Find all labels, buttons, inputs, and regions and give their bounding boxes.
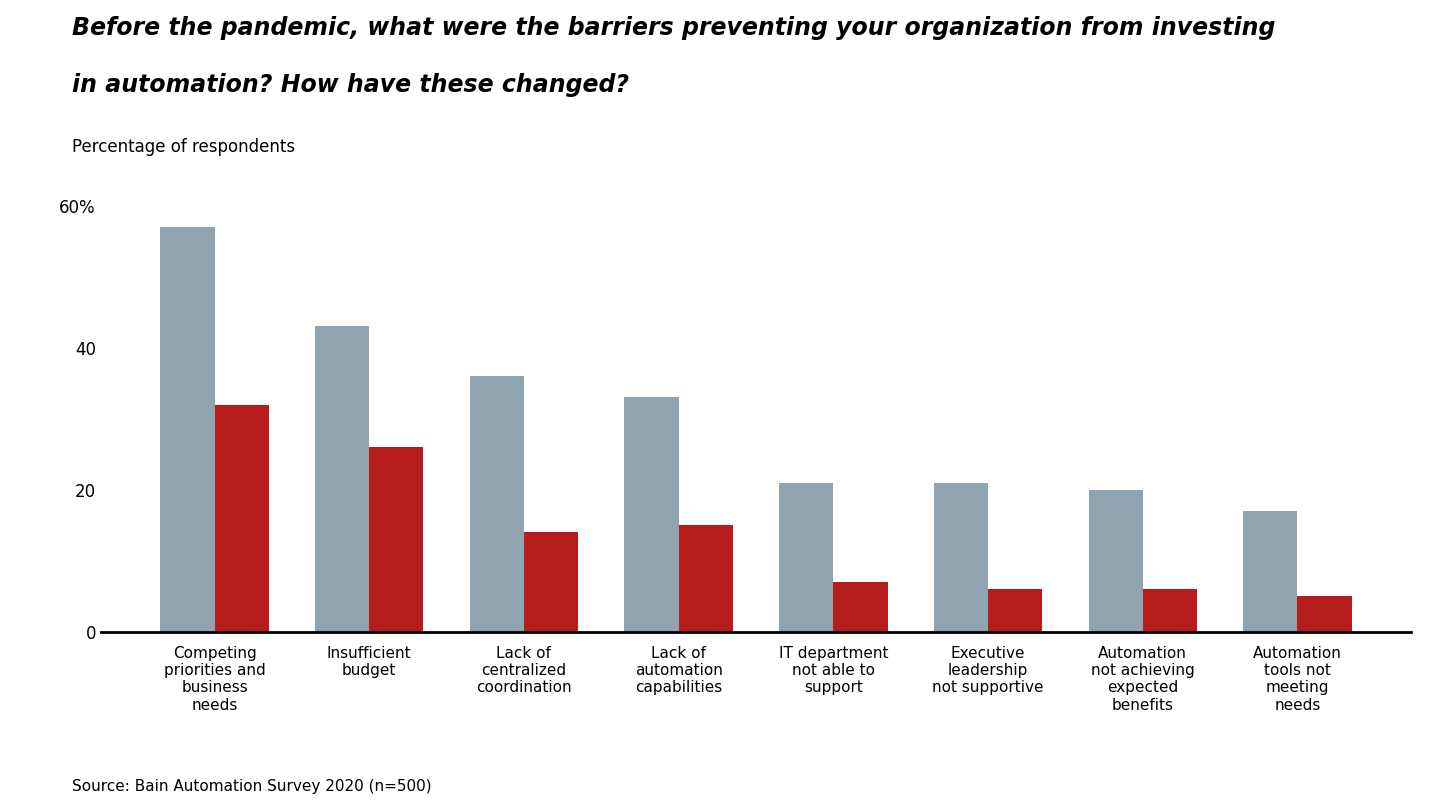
Bar xyxy=(369,447,423,632)
Text: in automation? How have these changed?: in automation? How have these changed? xyxy=(72,73,629,97)
Bar xyxy=(160,227,215,632)
Bar xyxy=(1143,589,1197,632)
Text: Percentage of respondents: Percentage of respondents xyxy=(72,138,295,156)
Bar xyxy=(1243,511,1297,632)
Bar xyxy=(625,398,678,632)
Bar xyxy=(1089,490,1143,632)
Bar xyxy=(524,532,577,632)
Bar xyxy=(988,589,1043,632)
Bar xyxy=(1297,596,1352,632)
Bar xyxy=(469,376,524,632)
Bar xyxy=(834,582,887,632)
Bar xyxy=(779,483,834,632)
Bar xyxy=(935,483,988,632)
Bar xyxy=(315,326,369,632)
Text: Source: Bain Automation Survey 2020 (n=500): Source: Bain Automation Survey 2020 (n=5… xyxy=(72,778,432,794)
Text: Before the pandemic, what were the barriers preventing your organization from in: Before the pandemic, what were the barri… xyxy=(72,16,1276,40)
Bar xyxy=(678,525,733,632)
Bar xyxy=(215,404,269,632)
